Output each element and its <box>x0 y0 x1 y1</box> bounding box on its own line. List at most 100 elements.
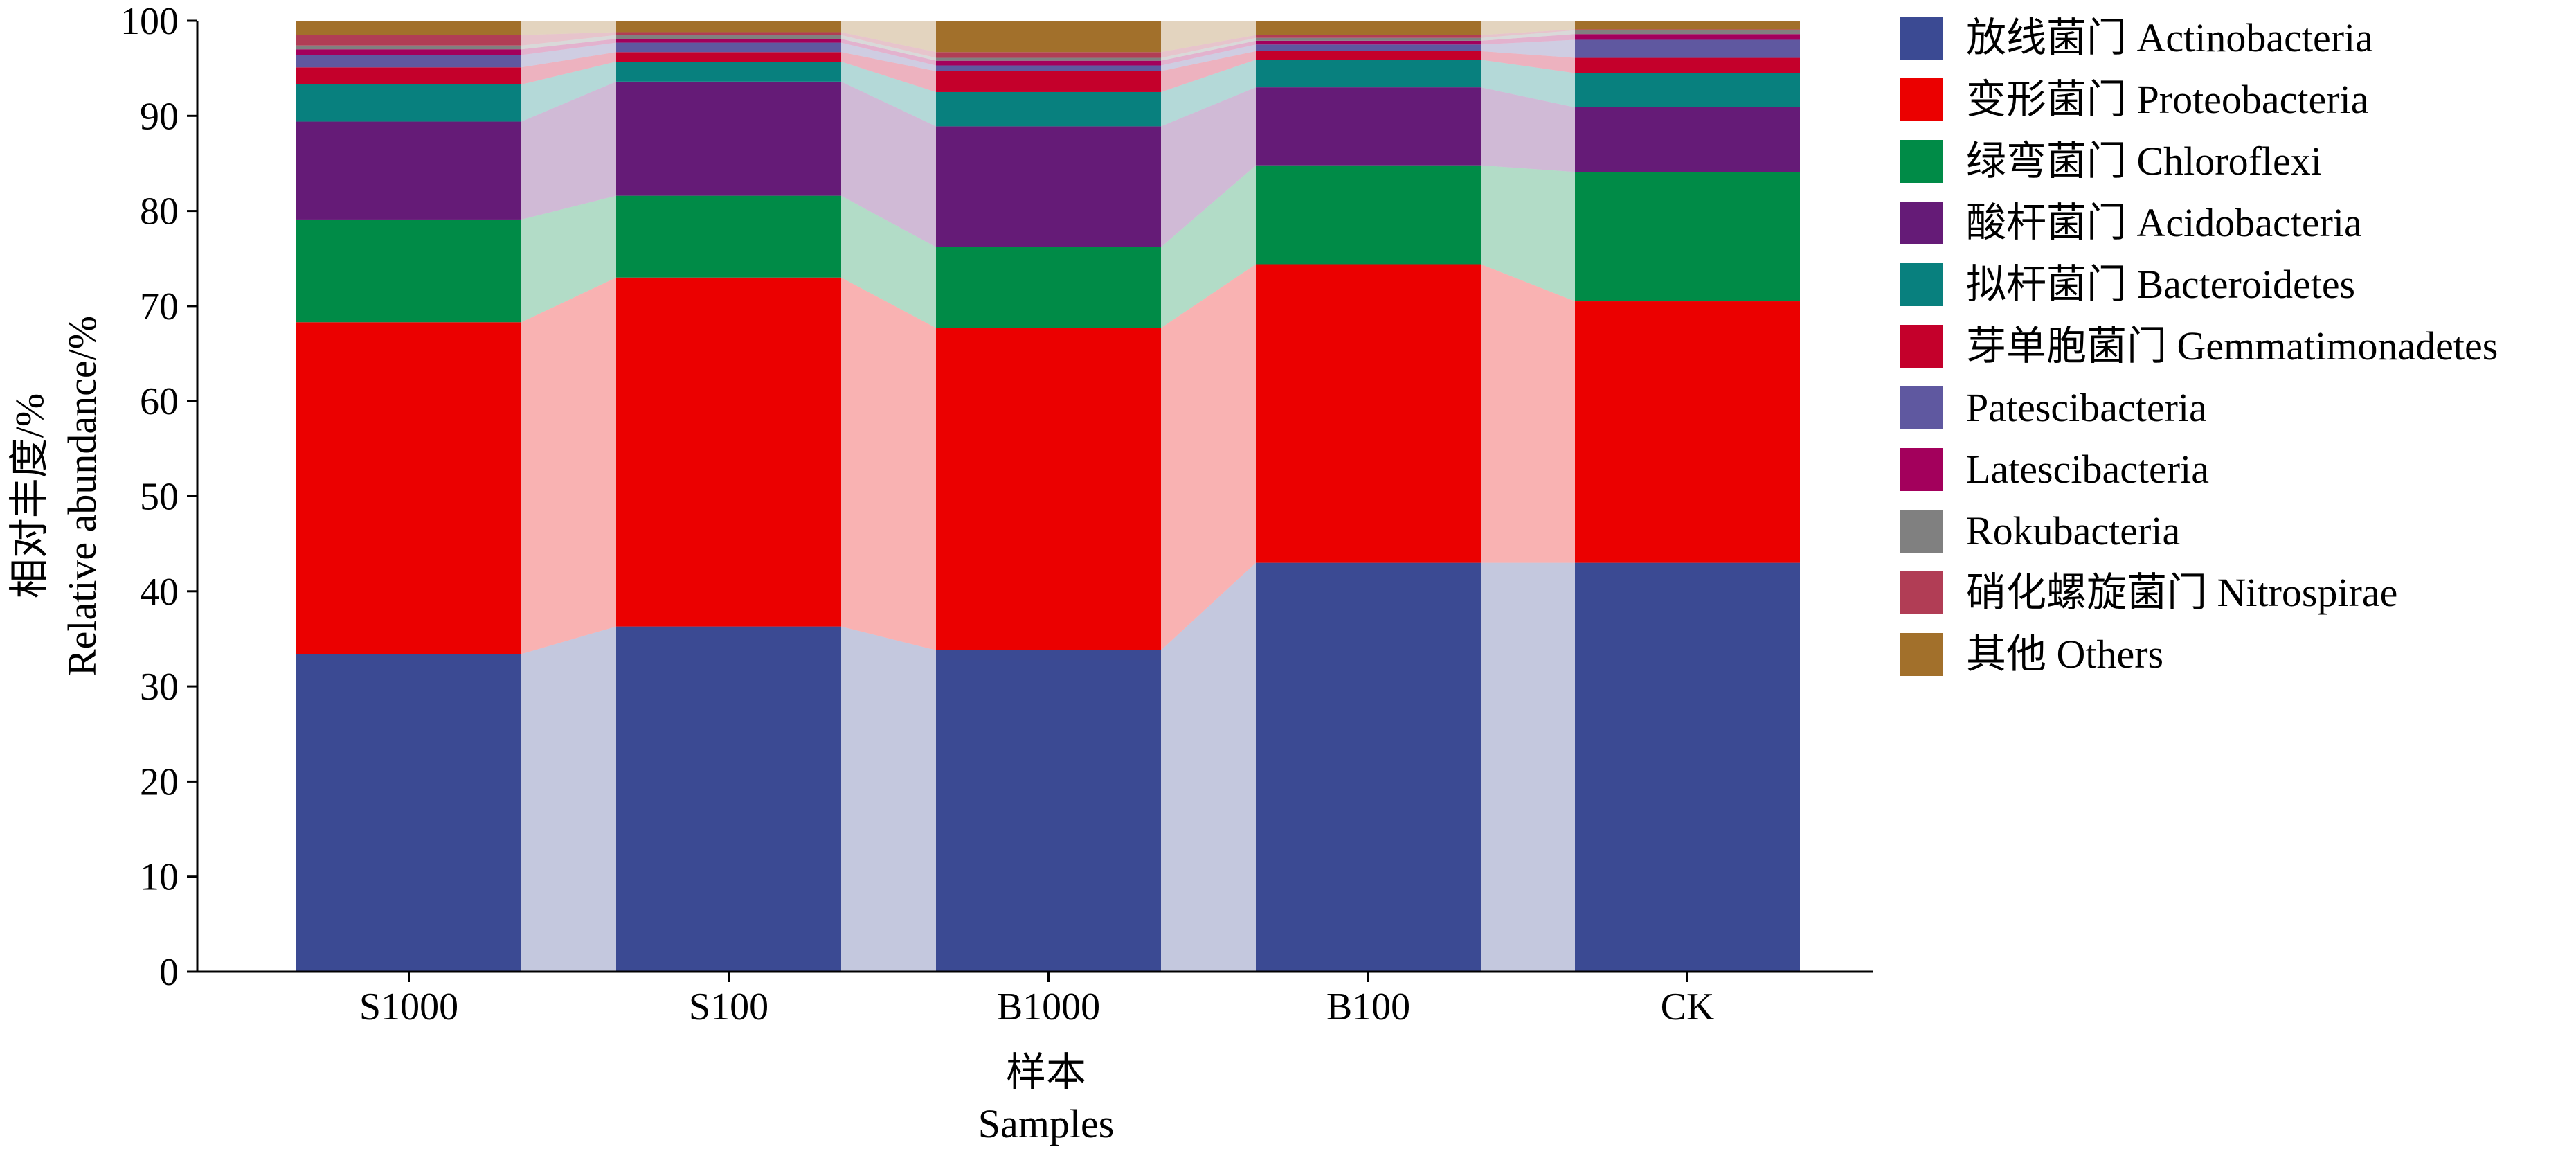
bar-segment <box>616 52 841 62</box>
connector-area <box>1161 87 1256 247</box>
bar-segment <box>616 195 841 278</box>
x-axis-title-en: Samples <box>978 1101 1115 1146</box>
y-tick-label: 40 <box>140 571 179 614</box>
y-tick-label: 20 <box>140 760 179 803</box>
connector-area <box>1161 51 1256 92</box>
y-tick-label: 30 <box>140 666 179 709</box>
bar-segment <box>1575 301 1800 563</box>
legend-swatch <box>1900 325 1943 368</box>
connector-area <box>521 277 616 654</box>
legend: 放线菌门 Actinobacteria 变形菌门 Proteobacteria 绿弯… <box>1900 15 2498 677</box>
bar-segment <box>296 45 521 50</box>
connector-area <box>841 195 936 328</box>
legend-label: Patescibacteria <box>1966 385 2207 430</box>
bar-segment <box>936 21 1161 53</box>
connector-area <box>521 42 616 68</box>
bar-segment <box>936 126 1161 247</box>
bar-segment <box>616 62 841 82</box>
connector-area <box>521 21 616 35</box>
x-axis-title-cn: 样本 <box>1006 1050 1086 1095</box>
connector-area <box>1161 37 1256 61</box>
bar-segment <box>936 91 1161 127</box>
connector-area <box>521 35 616 50</box>
bar-segment <box>1256 37 1481 41</box>
connector-area <box>1161 165 1256 328</box>
connector-area <box>1481 30 1575 41</box>
bar-segment <box>1575 172 1800 302</box>
bar-segment <box>1256 40 1481 45</box>
legend-label: Latescibacteria <box>1966 447 2209 492</box>
connector-area <box>1161 21 1256 53</box>
bar-segment <box>1575 21 1800 30</box>
bar-segment <box>616 42 841 53</box>
bar-segment <box>296 219 521 323</box>
bar-segment <box>1256 51 1481 60</box>
x-tick-label: CK <box>1661 986 1715 1028</box>
bar-segment <box>1256 60 1481 88</box>
bar-segment <box>616 39 841 43</box>
legend-label: Rokubacteria <box>1966 508 2180 553</box>
bar-segment <box>936 328 1161 650</box>
connector-area <box>1481 51 1575 73</box>
connector-area <box>1161 44 1256 71</box>
connector-area <box>521 81 616 220</box>
bar-segment <box>296 67 521 84</box>
bar-segment <box>616 32 841 35</box>
connector-area <box>841 52 936 92</box>
bar-segment <box>616 35 841 39</box>
connector-area <box>1161 60 1256 127</box>
legend-label: 绿弯菌门 Chloroflexi <box>1966 139 2322 184</box>
connector-area <box>841 32 936 58</box>
connector-area <box>841 35 936 61</box>
x-tick-label: S1000 <box>359 986 458 1028</box>
legend-swatch <box>1900 510 1943 553</box>
connector-area <box>841 39 936 66</box>
connector-area <box>521 52 616 84</box>
x-tick-label: S100 <box>689 986 768 1028</box>
bar-segment <box>1575 562 1800 972</box>
legend-label: 酸杆菌门 Acidobacteria <box>1966 200 2362 245</box>
connector-area <box>841 81 936 247</box>
legend-label: 变形菌门 Proteobacteria <box>1966 77 2368 122</box>
bar-segment <box>296 84 521 122</box>
bar-segment <box>1256 562 1481 972</box>
x-ticks: S1000 S100 B1000 B100 CK <box>359 972 1714 1028</box>
y-tick-label: 0 <box>159 951 179 994</box>
y-tick-label: 50 <box>140 476 179 519</box>
y-ticks: 0 10 20 30 40 50 60 70 80 90 100 <box>120 0 197 994</box>
bar-segment <box>936 247 1161 328</box>
bar-segment <box>1256 44 1481 51</box>
legend-swatch <box>1900 202 1943 244</box>
legend-label: 其他 Others <box>1966 632 2163 677</box>
bar-segment <box>296 322 521 654</box>
connector-area <box>1481 34 1575 45</box>
connector-area <box>841 626 936 972</box>
connector-area <box>1161 562 1256 972</box>
bar-segment <box>936 71 1161 92</box>
bar-segment <box>1256 165 1481 265</box>
legend-swatch <box>1900 571 1943 614</box>
y-tick-label: 70 <box>140 285 179 328</box>
connector-area <box>841 62 936 127</box>
bar-segment <box>1256 264 1481 563</box>
bar-segment <box>1575 39 1800 58</box>
legend-label: 硝化螺旋菌门 Nitrospirae <box>1966 570 2397 615</box>
bar-segment <box>936 57 1161 61</box>
y-tick-label: 100 <box>120 0 179 43</box>
bar-segment <box>296 121 521 220</box>
connector-area <box>521 32 616 46</box>
legend-swatch <box>1900 263 1943 306</box>
connector-area <box>841 42 936 71</box>
bar-segment <box>1575 30 1800 35</box>
x-tick-label: B100 <box>1326 986 1410 1028</box>
legend-swatch <box>1900 140 1943 183</box>
bar-segment <box>1575 29 1800 30</box>
connector-area <box>521 626 616 972</box>
bar-segment <box>1256 35 1481 38</box>
y-tick-label: 10 <box>140 856 179 899</box>
bar-segment <box>1575 34 1800 40</box>
connector-area <box>1481 21 1575 35</box>
connector-area <box>841 21 936 53</box>
legend-label: 放线菌门 Actinobacteria <box>1966 15 2373 60</box>
